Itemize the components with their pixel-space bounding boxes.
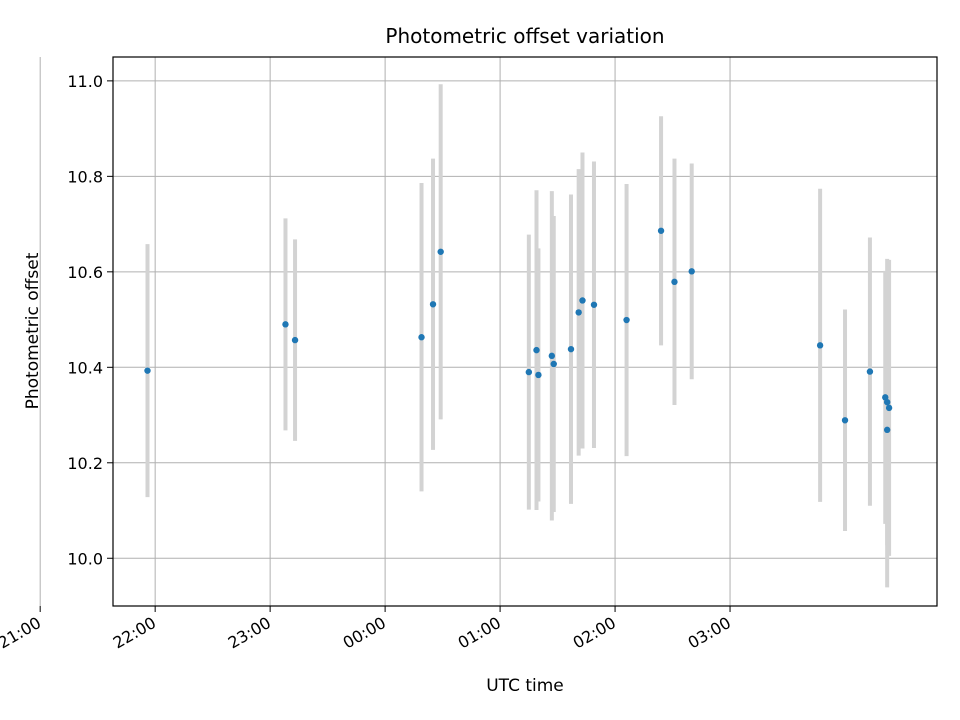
- y-tick-label: 10.2: [67, 454, 103, 473]
- data-point: [841, 417, 849, 424]
- data-point: [671, 278, 678, 286]
- y-tick-label: 10.0: [67, 549, 103, 568]
- y-tick-label: 10.4: [67, 358, 103, 377]
- data-point: [144, 367, 151, 374]
- y-tick-label: 11.0: [67, 72, 103, 91]
- data-point: [525, 368, 533, 376]
- data-point: [418, 334, 425, 341]
- y-tick-label: 10.6: [67, 263, 103, 282]
- data-point: [291, 336, 299, 344]
- grid-layer: [39, 57, 937, 606]
- data-point: [548, 352, 556, 360]
- data-point: [550, 360, 557, 368]
- plot-frame: [112, 56, 938, 607]
- y-axis-title: Photometric offset: [23, 252, 43, 409]
- data-point: [533, 346, 540, 354]
- data-point: [657, 227, 665, 234]
- data-point: [437, 248, 444, 255]
- y-tick-label: 10.8: [67, 167, 103, 186]
- chart-title: Photometric offset variation: [385, 24, 664, 48]
- data-point: [575, 309, 582, 316]
- data-point: [883, 398, 891, 406]
- data-point: [429, 301, 437, 308]
- data-point: [535, 371, 542, 379]
- y-axis: 10.0 10.2 10.4 10.6 10.8 11.0: [67, 72, 113, 568]
- data-point: [883, 426, 891, 434]
- data-point: [590, 301, 598, 308]
- point-layer: [144, 227, 893, 434]
- data-point: [885, 404, 893, 412]
- data-point: [688, 268, 695, 275]
- data-point: [567, 345, 575, 353]
- data-point: [623, 316, 630, 324]
- data-point: [579, 297, 586, 304]
- data-point: [866, 368, 874, 375]
- data-point: [282, 321, 289, 328]
- x-axis-title: UTC time: [486, 676, 564, 696]
- data-point: [816, 342, 824, 349]
